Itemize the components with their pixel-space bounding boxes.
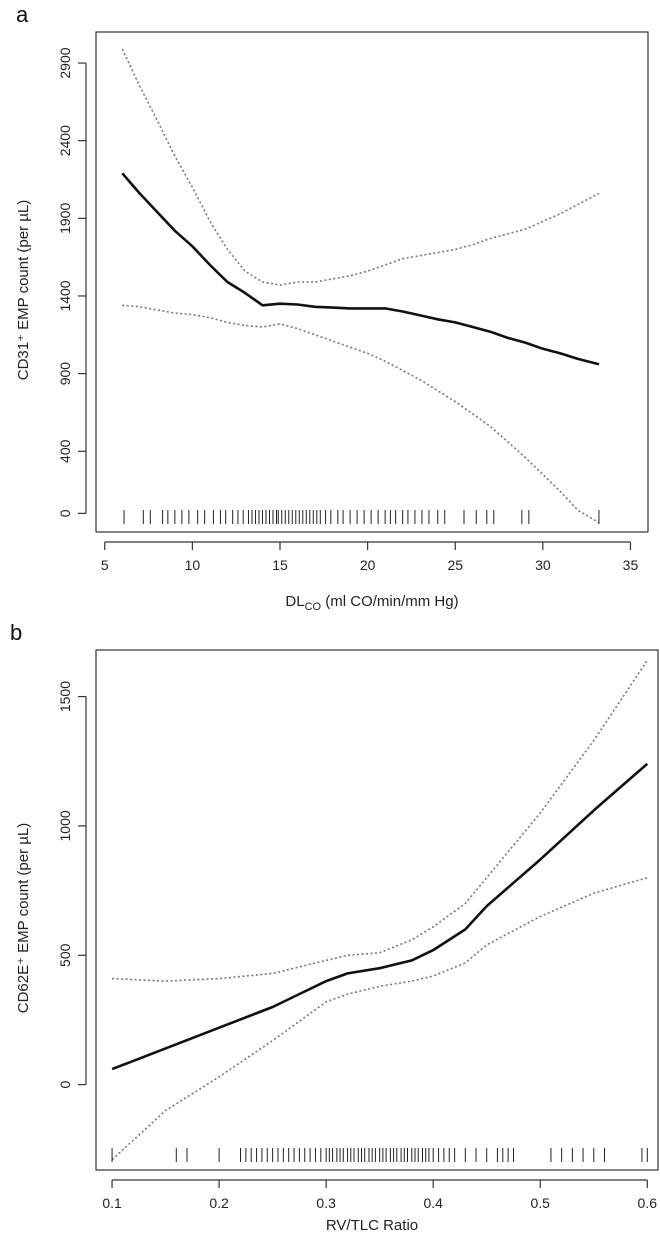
- ci-lower-curve-a: [122, 304, 600, 524]
- x-tick-label: 10: [185, 557, 201, 573]
- x-axis-a: 5 10 15 20 25 30 35: [101, 541, 639, 573]
- fit-line-a: [121, 172, 600, 366]
- x-axis-label-a: DLCO (ml CO/min/mm Hg): [285, 593, 458, 613]
- x-tick-label: 15: [272, 557, 288, 573]
- x-tick-label: 30: [535, 557, 551, 573]
- x-tick-label: 25: [447, 557, 463, 573]
- y-tick-label: 2900: [57, 47, 73, 78]
- panel-label-b: b: [10, 620, 22, 645]
- plot-frame-b: [95, 649, 659, 1171]
- y-axis-label-a: CD31⁺ EMP count (per µL): [15, 200, 32, 381]
- panel-label-a: a: [16, 2, 29, 27]
- x-tick-label: 0.2: [209, 1195, 229, 1211]
- y-tick-label: 1900: [57, 203, 73, 234]
- y-axis-a: 0 400 900 1400 1900 2400 2900: [57, 47, 87, 517]
- rug-a: [123, 510, 600, 524]
- plot-frame-a: [95, 31, 649, 533]
- x-tick-label: 0.5: [531, 1195, 551, 1211]
- x-tick-label: 0.6: [638, 1195, 658, 1211]
- y-tick-label: 400: [57, 439, 73, 463]
- y-tick-label: 900: [57, 362, 73, 386]
- y-tick-label: 500: [57, 943, 73, 967]
- y-tick-label: 2400: [57, 125, 73, 156]
- y-tick-label: 1400: [57, 280, 73, 311]
- x-tick-label: 5: [101, 557, 109, 573]
- rug-b: [111, 1148, 648, 1162]
- ci-upper-band-a: [121, 48, 600, 286]
- ci-lower-band-a: [122, 304, 600, 524]
- x-axis-b: 0.1 0.2 0.3 0.4 0.5 0.6: [102, 1179, 658, 1211]
- ci-lower-band-b: [111, 876, 648, 1161]
- ci-upper-curve-a: [121, 48, 600, 286]
- y-axis-label-b: CD62E⁺ EMP count (per µL): [15, 823, 32, 1014]
- chart-a: a 5 10 15 20 25 30 35 04009001400190024002900 …: [15, 2, 649, 613]
- ci-upper-band-b: [112, 659, 648, 982]
- y-tick-label: 1000: [57, 810, 73, 841]
- y-axis-b: 0 500 1000 1500: [57, 681, 87, 1089]
- fit-curve-b: [111, 762, 649, 1071]
- x-tick-label: 20: [360, 557, 376, 573]
- chart-b: b 0.1 0.2 0.3 0.4 0.5 0.6 0 500 1000 1500 RV/TLC…: [10, 620, 659, 1234]
- ci-lower-curve-b: [111, 876, 648, 1161]
- x-tick-label: 0.1: [102, 1195, 122, 1211]
- x-axis-label-b: RV/TLC Ratio: [326, 1217, 418, 1234]
- ci-upper-curve-b: [112, 659, 648, 982]
- fit-curve-a: [121, 172, 600, 366]
- y-tick-label: 1500: [57, 681, 73, 712]
- y-tick-label: 0: [57, 509, 73, 517]
- y-tick-label: 0: [57, 1081, 73, 1089]
- x-tick-label: 0.4: [423, 1195, 443, 1211]
- fit-line-b: [111, 762, 649, 1071]
- x-tick-label: 0.3: [316, 1195, 336, 1211]
- x-tick-label: 35: [623, 557, 639, 573]
